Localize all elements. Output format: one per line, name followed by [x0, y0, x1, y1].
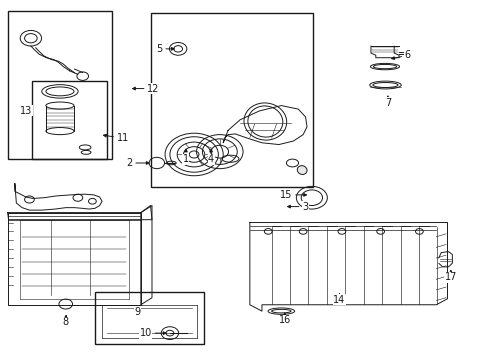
- Text: 13: 13: [20, 106, 32, 116]
- Text: 2: 2: [126, 158, 149, 168]
- Text: 14: 14: [333, 294, 345, 305]
- Text: 6: 6: [392, 50, 411, 60]
- Bar: [95, 292, 204, 344]
- Text: 11: 11: [103, 133, 129, 143]
- Ellipse shape: [297, 166, 307, 175]
- Bar: [32, 81, 107, 159]
- Bar: [8, 10, 112, 159]
- Text: 15: 15: [280, 190, 307, 200]
- Bar: [150, 13, 313, 187]
- Text: 16: 16: [279, 313, 291, 325]
- Text: 8: 8: [63, 316, 69, 328]
- Text: 12: 12: [133, 84, 160, 94]
- Text: 1: 1: [183, 149, 189, 165]
- Text: 10: 10: [140, 328, 166, 338]
- Text: 5: 5: [156, 44, 174, 54]
- Text: 9: 9: [134, 306, 141, 317]
- Text: 3: 3: [288, 202, 308, 212]
- Text: 7: 7: [385, 96, 391, 108]
- Text: 17: 17: [445, 270, 457, 283]
- Text: 4: 4: [208, 149, 214, 165]
